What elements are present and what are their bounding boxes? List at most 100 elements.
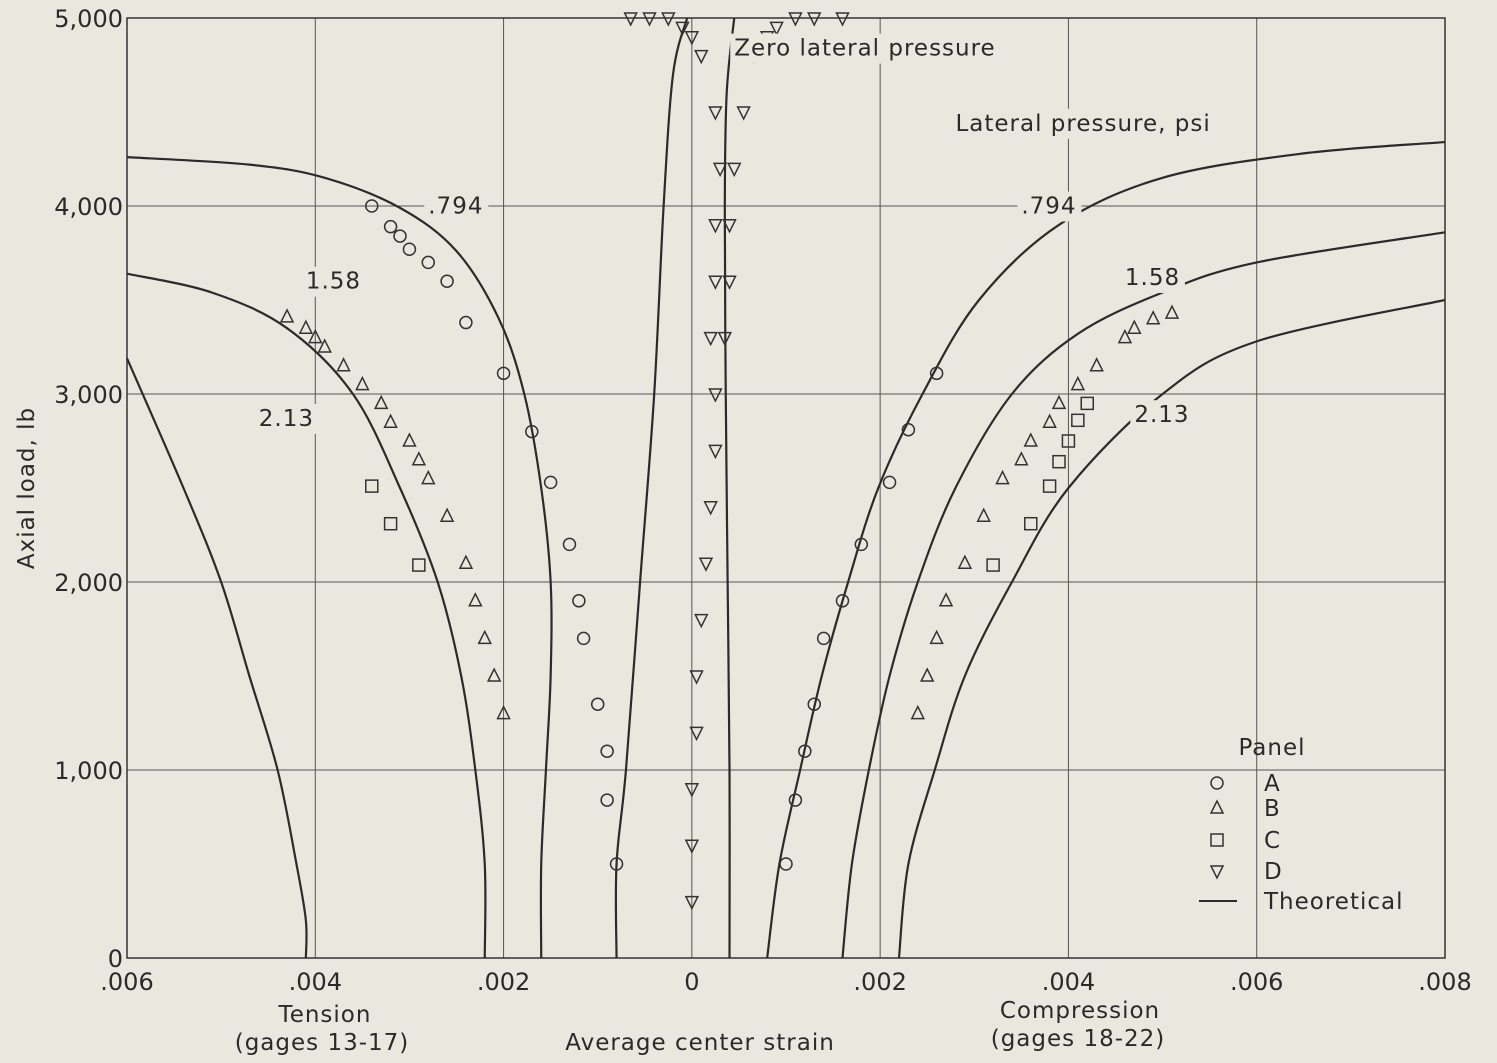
data-point-b xyxy=(477,629,492,645)
data-point-d xyxy=(788,12,803,27)
data-point-b xyxy=(439,507,455,522)
data-point-d xyxy=(684,895,700,911)
data-point-d xyxy=(675,21,690,37)
y-tick-label: 3,000 xyxy=(54,381,123,409)
data-point-b xyxy=(1051,394,1067,410)
x-right-label: Compression xyxy=(1000,998,1160,1024)
legend-label: C xyxy=(1264,828,1281,854)
data-point-d xyxy=(708,275,723,290)
data-point-a xyxy=(576,631,591,646)
annotation-label: 1.58 xyxy=(1125,265,1180,291)
data-point-c xyxy=(383,516,398,531)
legend-label: D xyxy=(1264,859,1283,885)
data-point-b xyxy=(1089,357,1104,372)
data-point-b xyxy=(279,308,295,323)
data-point-d xyxy=(708,106,723,121)
data-point-a xyxy=(788,793,803,807)
data-point-d xyxy=(661,12,676,27)
data-point-b xyxy=(411,451,427,466)
annotation-bg xyxy=(951,108,1254,139)
legend-marker-a xyxy=(1210,776,1224,790)
data-point-a xyxy=(835,594,850,608)
y-tick-label: 0 xyxy=(108,945,123,973)
x-right-sublabel: (gages 18-22) xyxy=(991,1026,1166,1052)
data-point-a xyxy=(562,537,577,552)
x-tick-label: .004 xyxy=(1042,968,1095,996)
annotation-label: Lateral pressure, psi xyxy=(955,111,1210,137)
data-point-b xyxy=(317,338,332,353)
data-point-b xyxy=(910,704,926,720)
annotation-label: 2.13 xyxy=(259,406,314,432)
data-point-a xyxy=(882,475,897,490)
data-point-b xyxy=(402,432,417,447)
legend-title: Panel xyxy=(1238,735,1305,761)
data-point-a xyxy=(402,242,417,256)
x-left-label: Tension xyxy=(278,1002,372,1028)
data-point-b xyxy=(1070,375,1086,391)
annotation-bg xyxy=(1120,262,1185,293)
data-point-b xyxy=(995,469,1010,485)
data-point-b xyxy=(336,357,351,372)
data-point-d xyxy=(694,49,709,65)
theoretical-curve xyxy=(723,17,736,959)
data-point-b xyxy=(976,507,991,522)
data-point-a xyxy=(572,594,586,608)
theoretical-curve xyxy=(126,156,553,959)
x-tick-label: .004 xyxy=(289,968,342,996)
data-point-b xyxy=(421,469,436,485)
data-point-b xyxy=(383,413,398,428)
theoretical-curve xyxy=(897,298,1446,959)
data-point-b xyxy=(938,592,954,607)
data-point-b xyxy=(1145,310,1161,325)
annotations: Zero lateral pressure Lateral pressure, p… xyxy=(254,33,1254,434)
theoretical-curve xyxy=(614,17,689,959)
annotation-label: .794 xyxy=(428,194,483,220)
x-tick-label: .002 xyxy=(853,968,906,996)
data-point-d xyxy=(694,613,709,629)
data-point-d xyxy=(727,162,742,178)
data-point-a xyxy=(496,366,511,381)
x-tick-label: .006 xyxy=(1230,968,1283,996)
annotation-bg xyxy=(1130,400,1195,431)
annotation-label: Zero lateral pressure xyxy=(734,36,996,62)
data-point-a xyxy=(543,475,558,490)
data-point-b xyxy=(373,394,389,410)
x-left-sublabel: (gages 13-17) xyxy=(235,1030,410,1056)
annotation-bg xyxy=(424,191,489,222)
annotation-bg xyxy=(301,266,366,297)
data-point-b xyxy=(486,667,502,682)
data-point-d xyxy=(703,501,718,516)
legend-label: Theoretical xyxy=(1263,889,1404,915)
y-tick-label: 2,000 xyxy=(54,569,123,597)
legend-marker-c xyxy=(1210,833,1224,847)
data-point-d xyxy=(684,31,700,46)
annotation-label: 2.13 xyxy=(1134,402,1189,428)
y-tick-label: 4,000 xyxy=(54,193,123,221)
x-axis-label: Average center strain xyxy=(565,1030,835,1056)
theoretical-curve xyxy=(841,231,1446,959)
data-point-a xyxy=(807,697,821,711)
data-point-a xyxy=(609,857,624,871)
data-point-a xyxy=(459,315,473,330)
data-point-b xyxy=(1023,432,1038,447)
data-point-a xyxy=(393,229,407,243)
x-tick-label: .008 xyxy=(1418,968,1471,996)
data-point-a xyxy=(600,793,614,807)
annotation-bg xyxy=(730,33,1033,64)
y-tick-label: 5,000 xyxy=(54,5,123,33)
data-point-d xyxy=(708,388,723,403)
data-point-d xyxy=(698,557,714,572)
data-point-d xyxy=(807,12,822,27)
annotation-bg xyxy=(254,403,319,434)
data-point-c xyxy=(1024,516,1038,531)
data-point-c xyxy=(1080,396,1095,411)
data-point-b xyxy=(929,629,944,645)
data-point-d xyxy=(684,783,700,798)
x-tick-label: 0 xyxy=(684,968,699,996)
theoretical-curve xyxy=(126,272,487,959)
data-points xyxy=(279,12,1180,911)
data-point-a xyxy=(590,697,605,711)
data-point-a xyxy=(798,744,812,758)
annotation-bg xyxy=(1017,191,1082,222)
